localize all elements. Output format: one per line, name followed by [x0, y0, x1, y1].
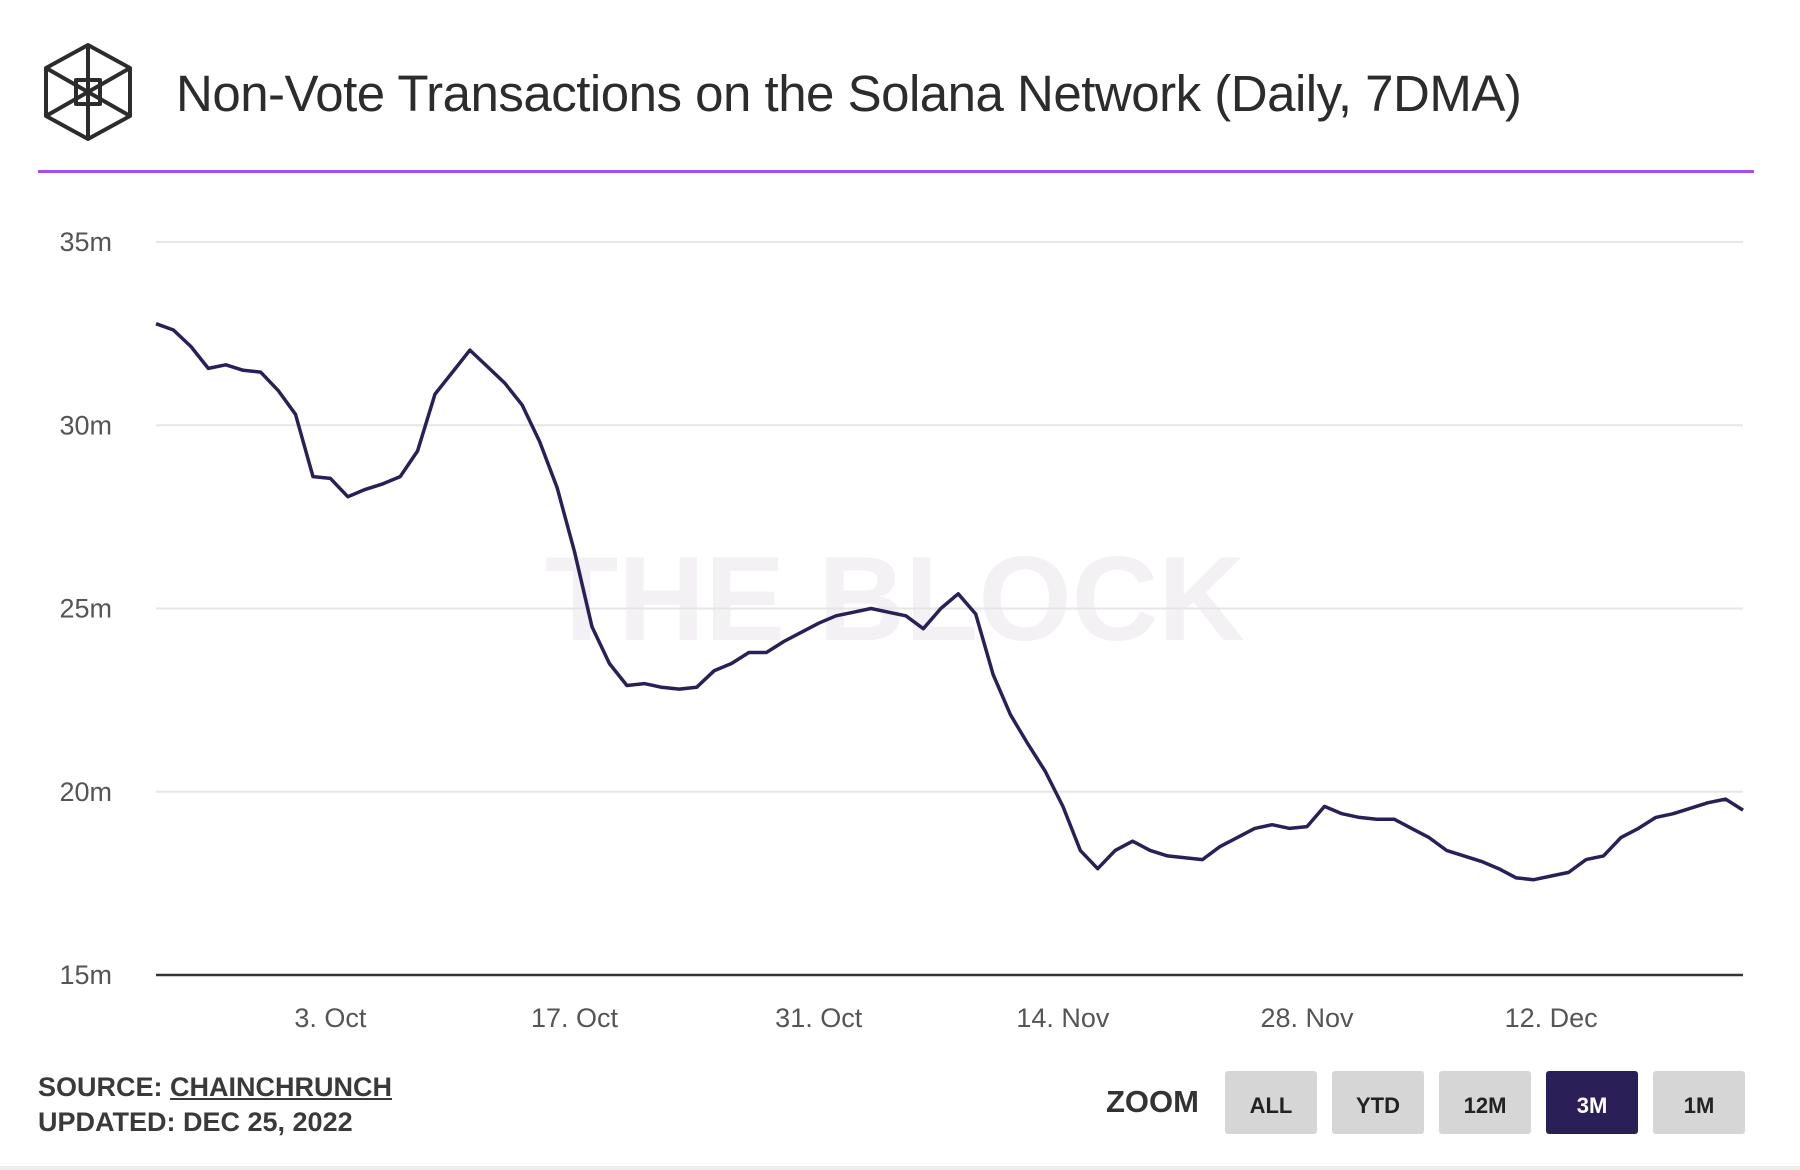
- title-divider: [38, 170, 1754, 173]
- watermark: THE BLOCK: [545, 532, 1245, 666]
- y-tick-label: 30m: [59, 410, 112, 440]
- zoom-3m-button[interactable]: 3M: [1546, 1071, 1638, 1134]
- zoom-12m-button[interactable]: 12M: [1439, 1071, 1531, 1134]
- zoom-1m-button[interactable]: 1M: [1653, 1071, 1745, 1134]
- x-tick-label: 17. Oct: [531, 1003, 619, 1033]
- y-tick-label: 25m: [59, 594, 112, 624]
- bottom-divider: [0, 1166, 1800, 1170]
- x-tick-label: 12. Dec: [1505, 1003, 1598, 1033]
- x-tick-label: 28. Nov: [1260, 1003, 1354, 1033]
- source-link[interactable]: CHAINCHRUNCH: [170, 1072, 393, 1102]
- chart-title: Non-Vote Transactions on the Solana Netw…: [176, 65, 1522, 122]
- zoom-ytd-button[interactable]: YTD: [1332, 1071, 1424, 1134]
- x-tick-label: 31. Oct: [775, 1003, 863, 1033]
- line-chart: THE BLOCK 15m 20m 25m 30m 35m 3. Oct 17. Oct 3…: [59, 227, 1744, 1033]
- x-tick-label: 3. Oct: [294, 1003, 367, 1033]
- source-info: SOURCE: CHAINCHRUNCH UPDATED: DEC 25, 20…: [38, 1070, 392, 1140]
- y-tick-label: 20m: [59, 777, 112, 807]
- updated-date: UPDATED: DEC 25, 2022: [38, 1107, 353, 1137]
- source-label: SOURCE:: [38, 1072, 163, 1102]
- zoom-label: ZOOM: [1106, 1084, 1199, 1119]
- zoom-all-button[interactable]: ALL: [1225, 1071, 1317, 1134]
- y-tick-label: 15m: [59, 960, 112, 990]
- series-line: [155, 322, 1744, 882]
- x-tick-label: 14. Nov: [1016, 1003, 1110, 1033]
- the-block-logo-icon: [44, 43, 132, 141]
- y-tick-label: 35m: [59, 227, 112, 257]
